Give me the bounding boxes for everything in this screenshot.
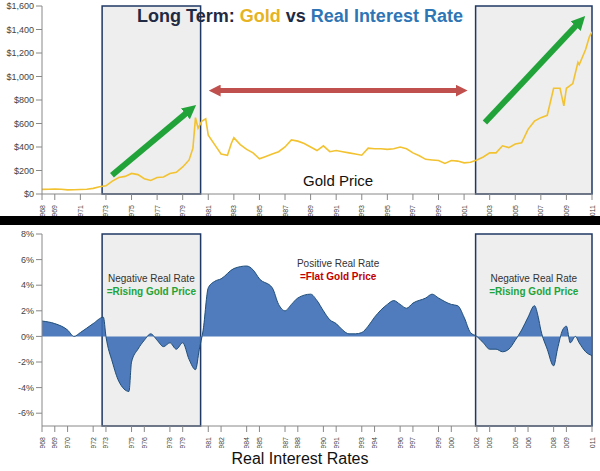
svg-text:2003: 2003 (486, 205, 493, 216)
html-text:=Flat Gold Price: =Flat Gold Price (299, 271, 377, 282)
html-text:Negative Real Rate: Negative Real Rate (108, 273, 195, 285)
svg-text:1994: 1994 (371, 437, 378, 448)
svg-text:1997: 1997 (409, 437, 416, 448)
svg-text:1968: 1968 (39, 205, 46, 216)
svg-text:1968: 1968 (39, 437, 46, 448)
svg-text:2002: 2002 (473, 437, 480, 448)
svg-text:4%: 4% (21, 280, 34, 290)
svg-text:2009: 2009 (563, 205, 570, 216)
svg-text:1984: 1984 (243, 437, 250, 448)
svg-text:8%: 8% (21, 229, 34, 239)
html-text:Real Interest Rates: Real Interest Rates (231, 450, 369, 467)
svg-text:1969: 1969 (51, 205, 58, 216)
svg-text:-4%: -4% (18, 383, 34, 393)
html-text:=Rising Gold Price: =Rising Gold Price (489, 286, 579, 298)
svg-text:1975: 1975 (128, 205, 135, 216)
svg-text:1993: 1993 (358, 437, 365, 448)
svg-text:$1,600: $1,600 (8, 1, 34, 11)
svg-text:1988: 1988 (294, 437, 301, 448)
svg-text:1977: 1977 (154, 205, 161, 216)
html-text:Negative Real Rate: Negative Real Rate (490, 273, 578, 285)
svg-text:1981: 1981 (205, 205, 212, 216)
svg-text:1999: 1999 (435, 437, 442, 448)
svg-text:1981: 1981 (205, 437, 212, 448)
svg-text:1970: 1970 (64, 437, 71, 448)
svg-text:1983: 1983 (230, 205, 237, 216)
html-text:=Rising Gold Price: =Rising Gold Price (106, 286, 196, 298)
svg-text:1987: 1987 (282, 437, 289, 448)
svg-text:1987: 1987 (282, 205, 289, 216)
svg-text:2011: 2011 (589, 205, 593, 216)
svg-text:0%: 0% (21, 332, 34, 342)
svg-text:1979: 1979 (179, 205, 186, 216)
svg-text:1996: 1996 (397, 437, 404, 448)
svg-text:-6%: -6% (18, 408, 34, 418)
html-text:Gold Price: Gold Price (303, 172, 374, 189)
svg-text:2011: 2011 (589, 437, 593, 448)
svg-text:1990: 1990 (320, 437, 327, 448)
svg-text:1971: 1971 (77, 205, 84, 216)
svg-text:$1,000: $1,000 (8, 72, 34, 82)
svg-text:1991: 1991 (333, 205, 340, 216)
svg-text:1982: 1982 (218, 437, 225, 448)
svg-text:1995: 1995 (384, 205, 391, 216)
svg-text:1975: 1975 (128, 437, 135, 448)
svg-text:-2%: -2% (18, 357, 34, 367)
svg-text:1973: 1973 (102, 205, 109, 216)
svg-text:$0: $0 (24, 189, 34, 199)
svg-text:1985: 1985 (256, 205, 263, 216)
svg-text:2008: 2008 (550, 437, 557, 448)
svg-text:1978: 1978 (166, 437, 173, 448)
html-text:Positive Real Rate: Positive Real Rate (297, 258, 380, 269)
svg-text:1993: 1993 (358, 205, 365, 216)
svg-text:1991: 1991 (333, 437, 340, 448)
svg-text:$400: $400 (14, 142, 34, 152)
svg-text:$200: $200 (14, 166, 34, 176)
svg-text:2000: 2000 (448, 437, 455, 448)
svg-text:2003: 2003 (486, 437, 493, 448)
svg-text:6%: 6% (21, 255, 34, 265)
svg-text:$1,400: $1,400 (8, 25, 34, 35)
svg-text:1985: 1985 (256, 437, 263, 448)
svg-text:2007: 2007 (537, 205, 544, 216)
svg-text:2009: 2009 (563, 437, 570, 448)
svg-text:1969: 1969 (51, 437, 58, 448)
svg-text:1976: 1976 (141, 437, 148, 448)
svg-text:2%: 2% (21, 306, 34, 316)
svg-text:2005: 2005 (512, 437, 519, 448)
svg-text:2005: 2005 (512, 205, 519, 216)
svg-text:1997: 1997 (409, 205, 416, 216)
svg-text:$800: $800 (14, 95, 34, 105)
svg-text:2001: 2001 (461, 205, 468, 216)
svg-text:$600: $600 (14, 119, 34, 129)
svg-text:1979: 1979 (179, 437, 186, 448)
html-text:Long Term: Gold vs Real Intere: Long Term: Gold vs Real Interest Rate (137, 6, 463, 26)
svg-text:1999: 1999 (435, 205, 442, 216)
svg-text:1972: 1972 (90, 437, 97, 448)
svg-text:$1,200: $1,200 (8, 48, 34, 58)
svg-text:2006: 2006 (525, 437, 532, 448)
svg-text:1989: 1989 (307, 205, 314, 216)
svg-text:1973: 1973 (102, 437, 109, 448)
